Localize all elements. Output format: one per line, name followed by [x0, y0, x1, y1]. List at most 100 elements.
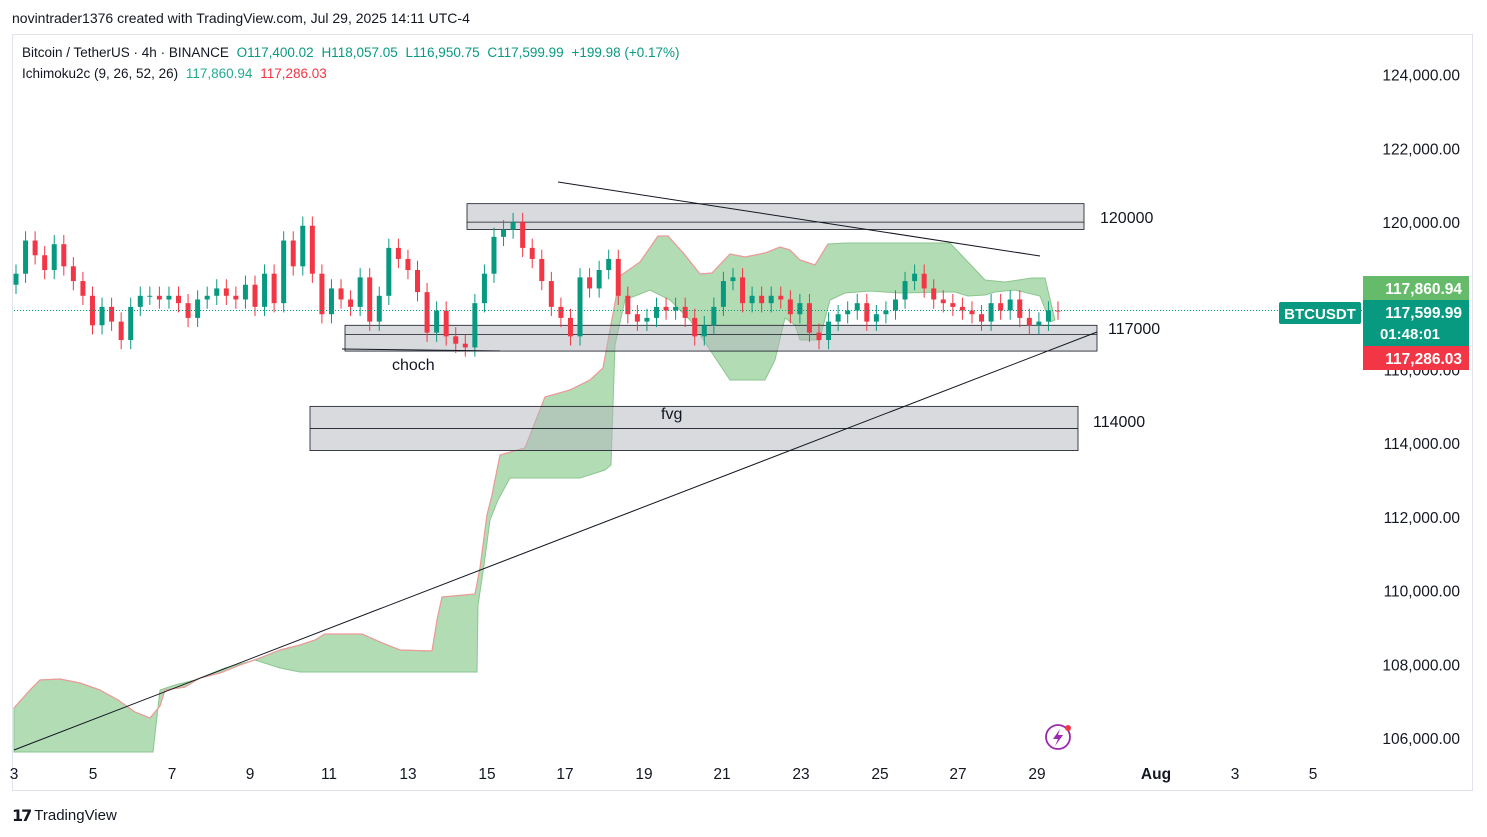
legend-indicator-value-2: 117,286.03	[260, 66, 327, 81]
legend-symbol-row: Bitcoin / TetherUS · 4h · BINANCE O117,4…	[22, 45, 684, 60]
candle-body	[969, 310, 975, 315]
ichimoku-cloud-area	[13, 235, 1056, 753]
x-tick-label: 7	[168, 766, 177, 783]
legend-high: H118,057.05	[321, 45, 398, 60]
y-tick-label: 122,000.00	[1382, 141, 1460, 158]
candle-body	[281, 240, 287, 304]
candle-body	[99, 306, 105, 326]
lightning-icon-ring	[1045, 724, 1071, 750]
candle-body	[634, 314, 640, 322]
legend-indicator-name[interactable]: Ichimoku2c (9, 26, 52, 26)	[22, 66, 179, 81]
candle-body	[357, 277, 363, 307]
legend-close: C117,599.99	[487, 45, 564, 60]
candle-body	[42, 255, 48, 271]
candle-body	[147, 295, 153, 297]
candle-body	[577, 277, 583, 337]
candle-body	[70, 266, 76, 282]
chart-frame[interactable]	[12, 34, 1473, 791]
candle-body	[558, 306, 564, 318]
candle-body	[596, 270, 602, 289]
candle-body	[51, 244, 57, 271]
candle-body	[300, 225, 306, 267]
footer-branding[interactable]: 17 TradingView	[12, 806, 117, 825]
candle-body	[61, 244, 67, 267]
symbol-tag-bg	[1279, 302, 1361, 324]
zone-117000	[344, 324, 1098, 352]
ichimoku-span-b-line	[13, 235, 829, 719]
candle-body	[902, 281, 908, 300]
candle-body	[520, 222, 526, 248]
candle-body	[625, 295, 631, 315]
candle-body	[338, 288, 344, 300]
candle-body	[32, 240, 38, 256]
candle-body	[242, 284, 248, 300]
x-tick-label: 27	[949, 766, 966, 783]
candle-body	[701, 325, 707, 337]
candle-body	[1036, 321, 1042, 326]
kijun-label: 117,286.03	[1385, 351, 1462, 368]
countdown-label: 01:48:01	[1380, 326, 1440, 343]
candle-body	[663, 306, 669, 311]
candle-body	[214, 288, 220, 296]
candle-body	[529, 247, 535, 259]
candle-body	[950, 303, 956, 307]
zone-label-120000: 120000	[1100, 210, 1153, 227]
candle-body	[319, 273, 325, 315]
x-tick-label: 29	[1028, 766, 1045, 783]
candle-body	[109, 306, 115, 322]
fvg-label: fvg	[661, 406, 682, 423]
candle-body	[806, 303, 812, 333]
candle-body	[730, 277, 736, 282]
candle-body	[491, 236, 497, 274]
candle-body	[587, 277, 593, 289]
candle-body	[156, 295, 162, 300]
candle-body	[395, 247, 401, 259]
candle-body	[481, 273, 487, 304]
legend-low: L116,950.75	[405, 45, 480, 60]
candle-body	[653, 306, 659, 318]
candle-body	[309, 225, 315, 274]
y-tick-label: 124,000.00	[1382, 68, 1460, 85]
lightning-icon-bolt	[1053, 729, 1063, 746]
y-tick-label: 114,000.00	[1384, 436, 1461, 453]
candle-body	[501, 229, 507, 237]
candle-body	[348, 299, 354, 307]
kijun-label-bg	[1363, 346, 1469, 370]
legend-symbol[interactable]: Bitcoin / TetherUS · 4h · BINANCE	[22, 45, 229, 60]
y-tick-label: 112,000.00	[1384, 510, 1461, 527]
ascending-trendline	[13, 331, 1098, 751]
candle-body	[988, 303, 994, 322]
lightning-icon	[1045, 724, 1071, 750]
x-tick-label: 15	[478, 766, 495, 783]
x-tick-label: 25	[871, 766, 888, 783]
x-tick-label: 11	[321, 766, 337, 783]
x-tick-label: 17	[556, 766, 573, 783]
legend-indicator-value-1: 117,860.94	[185, 66, 253, 81]
tradingview-logo-icon: 17	[12, 806, 32, 825]
x-tick-label: 9	[246, 766, 255, 783]
x-tick-label: 13	[399, 766, 416, 783]
candle-body	[759, 295, 765, 304]
candle-body	[367, 277, 373, 322]
candle-body	[223, 288, 229, 296]
candle-body	[778, 295, 784, 300]
candle-body	[873, 314, 879, 322]
candle-body	[615, 258, 621, 296]
x-tick-label: 23	[792, 766, 809, 783]
y-tick-label: 108,000.00	[1382, 657, 1460, 674]
x-tick-label: 21	[713, 766, 730, 783]
x-tick-label: 3	[10, 766, 19, 783]
candle-body	[940, 299, 946, 304]
candles	[13, 212, 1061, 357]
candle-body	[118, 321, 124, 341]
candle-body	[835, 314, 841, 322]
choch-label: choch	[392, 357, 435, 374]
candle-body	[979, 314, 985, 322]
candle-body	[23, 240, 29, 274]
zone-label-114000: 114000	[1093, 414, 1145, 431]
legend-open: O117,400.02	[236, 45, 314, 60]
price-labels: BTCUSDT 117,860.94 117,599.99 01:48:01 117,2…	[1045, 276, 1469, 750]
candle-body	[740, 277, 746, 304]
x-tick-label: 5	[1309, 766, 1318, 783]
